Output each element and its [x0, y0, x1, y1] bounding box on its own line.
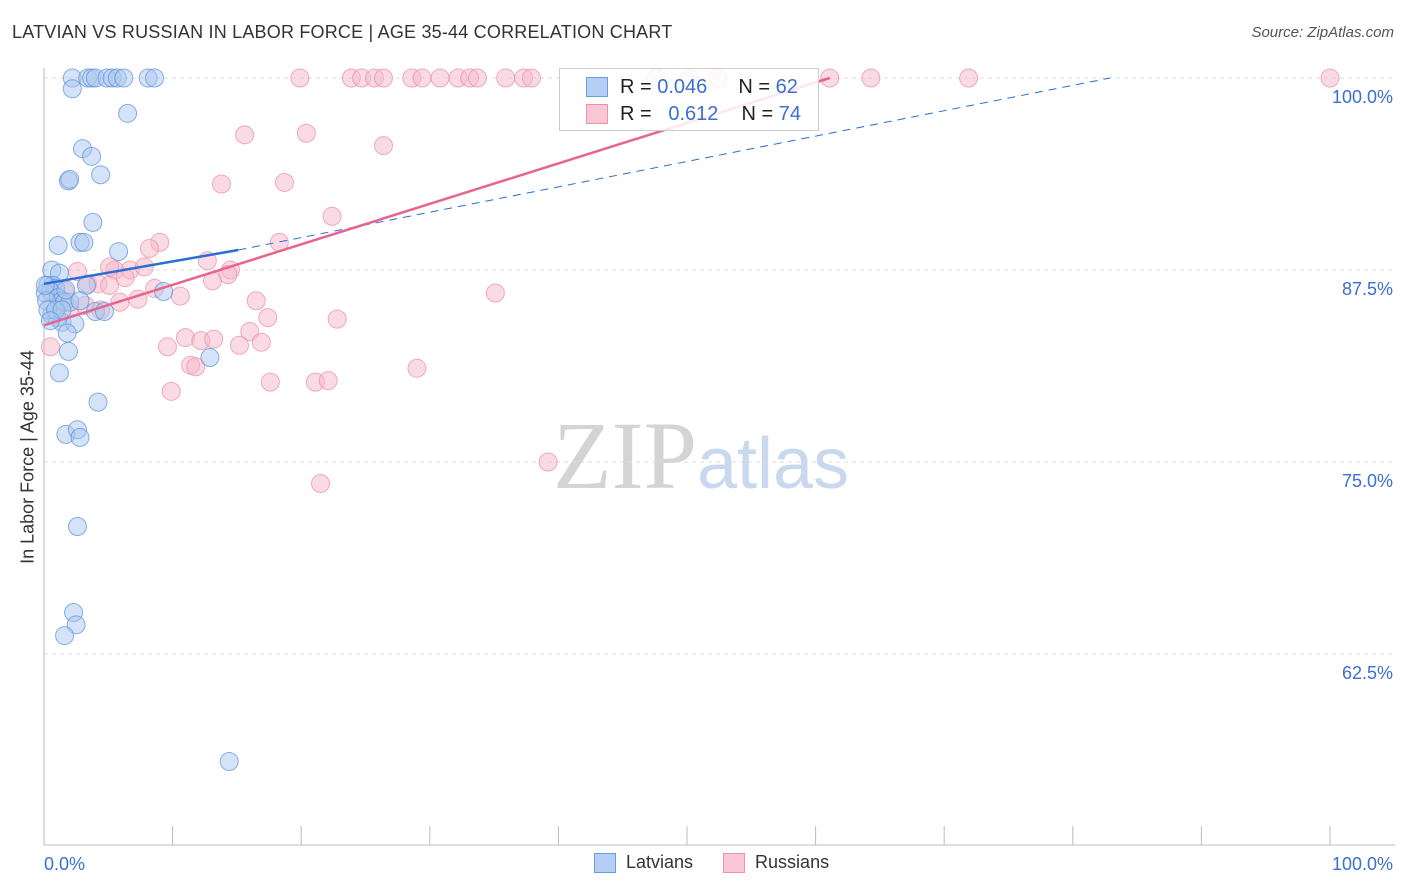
- russian-point: [861, 68, 881, 88]
- legend-row-latvians: R = 0.046 N = 62: [586, 75, 798, 99]
- y-tick-label: 87.5%: [1342, 279, 1393, 299]
- russian-point: [430, 68, 450, 88]
- russian-point: [1320, 68, 1340, 88]
- russian-point: [538, 452, 558, 472]
- y-tick-label: 62.5%: [1342, 663, 1393, 683]
- latvian-point: [200, 348, 220, 368]
- russian-point: [290, 68, 310, 88]
- legend-n-value: 74: [778, 102, 801, 125]
- latvian-point: [49, 363, 69, 383]
- legend-label-russians: Russians: [755, 852, 830, 872]
- latvian-point: [82, 146, 102, 166]
- legend-label-latvians: Latvians: [626, 852, 694, 872]
- russian-point: [959, 68, 979, 88]
- chart-source: Source: ZipAtlas.com: [1251, 24, 1394, 41]
- latvian-point: [55, 626, 75, 646]
- russian-point: [204, 329, 224, 349]
- latvian-point: [74, 232, 94, 252]
- latvian-point: [88, 392, 108, 412]
- russian-point: [327, 309, 347, 329]
- y-tick-label: 75.0%: [1342, 471, 1393, 491]
- russian-point: [407, 358, 427, 378]
- russian-point: [211, 174, 231, 194]
- legend-swatch-latvians: [586, 77, 608, 97]
- russian-point: [296, 123, 316, 143]
- legend-row-russians: R = 0.612 N = 74: [586, 102, 801, 126]
- watermark-zip: ZIP: [553, 402, 697, 509]
- russian-point: [412, 68, 432, 88]
- russian-point: [467, 68, 487, 88]
- russian-point: [322, 206, 342, 226]
- russian-point: [521, 68, 541, 88]
- russian-point: [157, 337, 177, 357]
- latvian-point: [57, 323, 77, 343]
- legend-r-value: 0.046: [657, 75, 708, 98]
- latvian-point: [83, 212, 103, 232]
- watermark: ZIPatlas: [553, 400, 849, 511]
- russian-point: [40, 337, 60, 357]
- latvian-point: [58, 341, 78, 361]
- latvian-point: [67, 517, 87, 537]
- latvian-point: [109, 242, 129, 262]
- russian-point: [496, 68, 516, 88]
- legend-swatch-russians: [586, 104, 608, 124]
- latvian-point: [118, 103, 138, 123]
- russian-point: [251, 332, 271, 352]
- legend-swatch-latvians: [594, 852, 616, 873]
- latvian-point: [48, 235, 68, 255]
- latvian-point: [91, 165, 111, 185]
- russian-point: [260, 372, 280, 392]
- legend-r-label: R =: [620, 102, 652, 125]
- latvian-point: [70, 427, 90, 447]
- legend-r-label: R =: [620, 75, 652, 98]
- latvian-point: [60, 169, 80, 189]
- russian-point: [374, 136, 394, 156]
- russian-point: [274, 172, 294, 192]
- legend-n-value: 62: [775, 75, 798, 98]
- russian-point: [139, 238, 159, 258]
- latvian-point: [62, 79, 82, 99]
- latvian-point: [219, 752, 239, 772]
- bottom-legend: Latvians Russians: [594, 852, 829, 873]
- latvian-point: [35, 275, 55, 295]
- russian-point: [175, 328, 195, 348]
- latvian-point: [114, 68, 134, 88]
- russian-point: [310, 474, 330, 494]
- russian-point: [229, 335, 249, 355]
- x-tick-label: 0.0%: [44, 854, 85, 874]
- russian-point: [235, 125, 255, 145]
- russian-point: [485, 283, 505, 303]
- russian-point: [170, 286, 190, 306]
- latvian-point: [70, 291, 90, 311]
- russian-point: [318, 371, 338, 391]
- legend-n-label: N =: [741, 102, 774, 125]
- x-tick-label: 100.0%: [1332, 854, 1393, 874]
- legend: R = 0.046 N = 62 R = 0.612 N = 74: [559, 68, 819, 131]
- russian-point: [186, 357, 206, 377]
- chart-title: LATVIAN VS RUSSIAN IN LABOR FORCE | AGE …: [12, 22, 673, 42]
- latvian-trend-line: [43, 248, 239, 286]
- legend-r-value: 0.612: [668, 102, 719, 125]
- y-tick-label: 100.0%: [1332, 87, 1393, 107]
- russian-point: [161, 381, 181, 401]
- russian-point: [258, 308, 278, 328]
- russian-point: [374, 68, 394, 88]
- legend-swatch-russians: [723, 852, 746, 873]
- latvian-point: [145, 68, 165, 88]
- russian-point: [246, 291, 266, 311]
- watermark-atlas: atlas: [697, 424, 850, 504]
- legend-n-label: N =: [738, 75, 771, 98]
